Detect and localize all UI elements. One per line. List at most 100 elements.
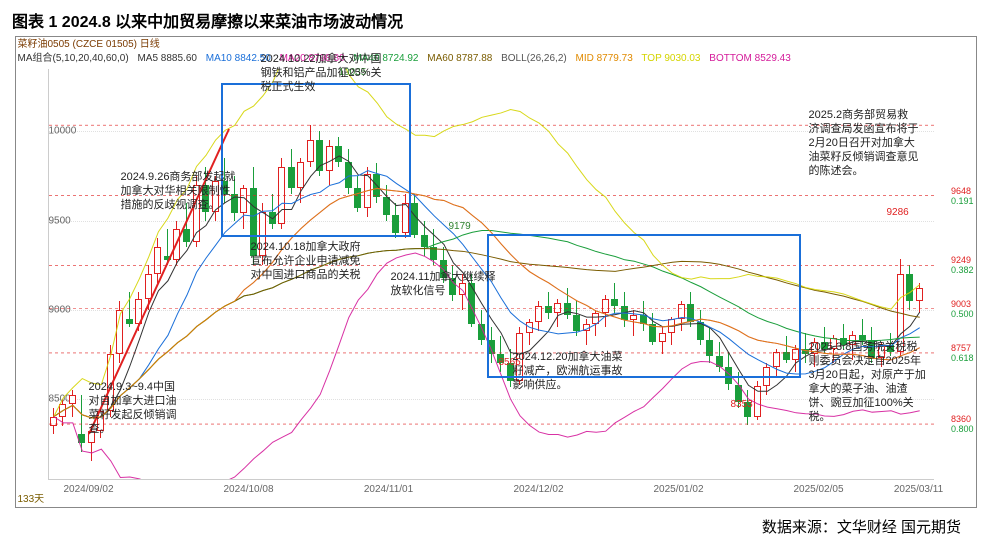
candle (640, 301, 647, 331)
price-label: 9179 (449, 221, 471, 232)
xtick: 2024/09/02 (63, 484, 113, 495)
candle (573, 301, 580, 337)
candle (164, 229, 171, 265)
candle (687, 292, 694, 328)
mid-label: MID 8779.73 (576, 53, 633, 64)
candle (392, 203, 399, 239)
candle (69, 390, 76, 417)
candle (288, 149, 295, 194)
candle (592, 310, 599, 337)
candle (478, 310, 485, 346)
candle (678, 301, 685, 331)
annotation: 2024.10.18加拿大政府宣布允许企业申请减免对中国进口商品的关税 (249, 239, 373, 283)
candle (783, 336, 790, 363)
candle (269, 194, 276, 230)
xtick: 2024/12/02 (513, 484, 563, 495)
candle (383, 185, 390, 221)
ma-cfg: MA组合(5,10,20,40,60,0) (18, 53, 129, 64)
xtick: 2025/01/02 (653, 484, 703, 495)
xtick: 2025/02/05 (793, 484, 843, 495)
candle (335, 137, 342, 167)
candle (535, 301, 542, 331)
candle (554, 299, 561, 328)
candle (583, 319, 590, 346)
candle (345, 149, 352, 194)
candle (154, 238, 161, 283)
candle (659, 327, 666, 354)
ma5-label: MA5 8885.60 (137, 53, 197, 64)
candle (754, 381, 761, 420)
candle (50, 408, 57, 435)
candle (611, 283, 618, 313)
candle (297, 158, 304, 203)
candle (307, 125, 314, 167)
annotation: 2024.9.3~9.4中国对自加拿大进口油菜籽发起反倾销调查。 (87, 379, 187, 437)
candle (488, 327, 495, 363)
candle (526, 319, 533, 346)
data-source: 数据来源：文华财经 国元期货 (0, 508, 991, 545)
price-label: 8353 (731, 399, 753, 410)
bar-count-tag: 133天 (18, 490, 45, 505)
candle (630, 310, 637, 337)
annotation: 2024.12.20加拿大油菜籽减产，欧洲航运事故影响供应。 (511, 349, 627, 393)
candle (354, 176, 361, 212)
top-label: TOP 9030.03 (641, 53, 700, 64)
candle (773, 349, 780, 378)
candle (135, 292, 142, 331)
chart-frame: 菜籽油0505 (CZCE 01505) 日线 MA组合(5,10,20,40,… (15, 36, 977, 508)
annotation: 2025.2商务部贸易救济调查局发函宣布将于2月20日召开对加拿大油菜籽反倾销调… (807, 107, 921, 179)
chart-title: 图表 1 2024.8 以来中加贸易摩擦以来菜油市场波动情况 (0, 0, 991, 36)
candle (697, 310, 704, 346)
xtick: 2025/03/11 (894, 484, 943, 495)
candle (621, 292, 628, 328)
candle (725, 352, 732, 389)
candle (706, 327, 713, 363)
candle (906, 265, 913, 309)
ytick: 10000 (49, 126, 77, 137)
level-label: 90030.500 (951, 299, 974, 319)
candle (763, 363, 770, 395)
candle (564, 288, 571, 318)
boll-label: BOLL(26,26,2) (501, 53, 567, 64)
plot-area: 850090009500100002024/09/022024/10/08202… (48, 69, 934, 480)
annotation: 2024.11加拿大继续释放软化信号 (389, 269, 505, 299)
bot-label: BOTTOM 8529.43 (709, 53, 791, 64)
candle (402, 194, 409, 239)
candle (411, 194, 418, 239)
candle (668, 317, 675, 346)
symbol-label: 菜籽油0505 (CZCE 01505) 日线 (18, 39, 160, 50)
candle (373, 163, 380, 202)
level-label: 96480.191 (951, 186, 974, 206)
legend-topbar: 菜籽油0505 (CZCE 01505) 日线 MA组合(5,10,20,40,… (18, 38, 797, 66)
candle (78, 395, 85, 452)
candle (326, 140, 333, 185)
candle (602, 295, 609, 327)
ytick: 9000 (49, 304, 71, 315)
candle (116, 301, 123, 363)
annotation: 2024.10.22加拿大对中国钢铁和铝产品加征25%关税正式生效 (259, 51, 391, 95)
candle (421, 221, 428, 257)
xtick: 2024/10/08 (223, 484, 273, 495)
candle (364, 167, 371, 217)
candle (716, 342, 723, 372)
candle (430, 229, 437, 265)
level-label: 87570.618 (951, 343, 974, 363)
annotation: 2025.3.8国务院关税税则委员会决定自2025年3月20日起，对原产于加拿大… (807, 339, 929, 425)
candle (649, 313, 656, 345)
candle (316, 131, 323, 176)
ytick: 9500 (49, 215, 71, 226)
candle (59, 399, 66, 426)
candle (916, 283, 923, 313)
candle (792, 345, 799, 372)
candle (145, 265, 152, 310)
level-label: 92490.382 (951, 255, 974, 275)
price-label: 9286 (887, 207, 909, 218)
candle (126, 292, 133, 328)
candle (173, 221, 180, 266)
xtick: 2024/11/01 (364, 484, 413, 495)
candle (278, 158, 285, 229)
level-label: 83600.800 (951, 414, 974, 434)
candle (545, 292, 552, 319)
annotation: 2024.9.26商务部发起就加拿大对华相关限制性措施的反歧视调查。 (119, 169, 243, 213)
ma60-label: MA60 8787.88 (427, 53, 492, 64)
